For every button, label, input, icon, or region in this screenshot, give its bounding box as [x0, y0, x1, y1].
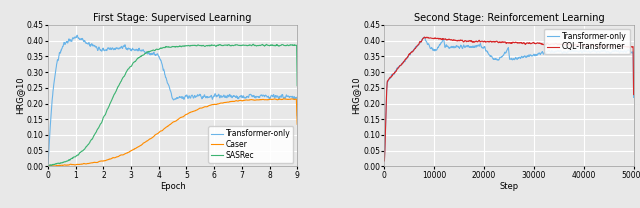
Transformer-only: [491, 58, 499, 60]
Transformer-only: [73, 34, 81, 36]
Title: First Stage: Supervised Learning: First Stage: Supervised Learning: [93, 13, 252, 23]
Transformer-only: [406, 54, 413, 56]
X-axis label: Epoch: Epoch: [160, 182, 186, 191]
SASRec: [260, 44, 268, 47]
Transformer-only: [293, 114, 301, 117]
Caser: [232, 100, 239, 102]
Caser: [109, 156, 116, 159]
Transformer-only: [481, 48, 489, 51]
SASRec: [150, 49, 158, 52]
CQL-Transformer: [420, 36, 428, 38]
CQL-Transformer: [491, 41, 499, 43]
CQL-Transformer: [630, 93, 637, 96]
CQL-Transformer: [481, 40, 489, 43]
Transformer-only: [420, 36, 428, 38]
Transformer-only: [552, 50, 559, 52]
Y-axis label: HRG@10: HRG@10: [15, 77, 24, 114]
CQL-Transformer: [552, 42, 559, 45]
Line: CQL-Transformer: CQL-Transformer: [385, 37, 634, 161]
Transformer-only: [71, 36, 79, 38]
Line: Caser: Caser: [48, 99, 297, 166]
SASRec: [293, 84, 301, 87]
Title: Second Stage: Reinforcement Learning: Second Stage: Reinforcement Learning: [413, 13, 604, 23]
Legend: Transformer-only, CQL-Transformer: Transformer-only, CQL-Transformer: [545, 29, 630, 54]
Caser: [221, 101, 229, 104]
CQL-Transformer: [575, 44, 583, 47]
Line: Transformer-only: Transformer-only: [48, 35, 297, 164]
SASRec: [221, 44, 229, 46]
Caser: [150, 135, 158, 137]
Transformer-only: [630, 96, 637, 99]
Transformer-only: [232, 96, 240, 99]
SASRec: [109, 96, 116, 99]
X-axis label: Step: Step: [499, 182, 518, 191]
SASRec: [44, 165, 52, 167]
Transformer-only: [222, 95, 230, 97]
SASRec: [232, 44, 239, 46]
Caser: [259, 98, 267, 101]
Transformer-only: [151, 53, 159, 56]
Line: SASRec: SASRec: [48, 44, 297, 166]
Transformer-only: [44, 163, 52, 165]
Transformer-only: [109, 48, 117, 51]
Transformer-only: [260, 94, 268, 97]
Caser: [44, 165, 52, 167]
Transformer-only: [381, 159, 388, 161]
Transformer-only: [575, 51, 583, 53]
Transformer-only: [580, 50, 588, 52]
Caser: [71, 164, 79, 166]
Y-axis label: HRG@10: HRG@10: [351, 77, 360, 114]
CQL-Transformer: [381, 160, 388, 162]
SASRec: [250, 43, 257, 46]
Line: Transformer-only: Transformer-only: [385, 37, 634, 160]
CQL-Transformer: [580, 44, 588, 46]
Caser: [280, 98, 288, 100]
Caser: [293, 123, 301, 125]
SASRec: [71, 156, 79, 158]
Legend: Transformer-only, Caser, SASRec: Transformer-only, Caser, SASRec: [208, 126, 293, 163]
CQL-Transformer: [406, 52, 413, 55]
